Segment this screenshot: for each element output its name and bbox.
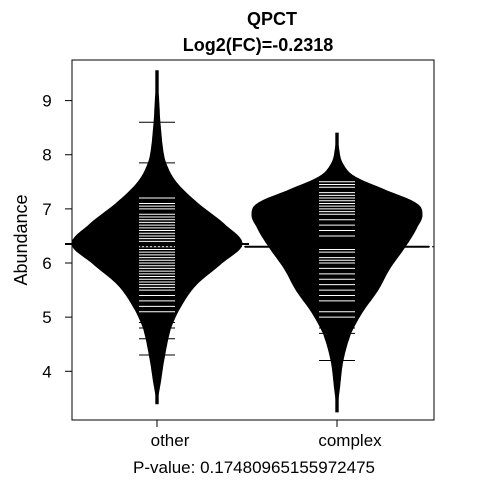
y-axis-label: Abundance	[11, 194, 31, 285]
bean-shape-complex	[251, 132, 423, 413]
p-value-label: P-value: 0.17480965155972475	[133, 458, 375, 477]
bean-complex	[245, 132, 429, 413]
y-tick-label: 9	[42, 92, 51, 111]
x-axis: other complex	[151, 419, 382, 450]
x-tick-label-other: other	[151, 431, 190, 450]
y-tick-label: 7	[42, 200, 51, 219]
chart-subtitle: Log2(FC)=-0.2318	[183, 35, 334, 55]
beans	[65, 70, 429, 413]
y-axis: 4 5 6 7 8 9	[42, 92, 73, 381]
y-tick-label: 8	[42, 146, 51, 165]
y-tick-label: 5	[42, 308, 51, 327]
chart-title: QPCT	[247, 9, 297, 29]
x-tick-label-complex: complex	[318, 431, 382, 450]
bean-other	[65, 70, 249, 405]
y-tick-label: 6	[42, 254, 51, 273]
bean-shape-other	[71, 70, 243, 405]
y-tick-label: 4	[42, 362, 51, 381]
